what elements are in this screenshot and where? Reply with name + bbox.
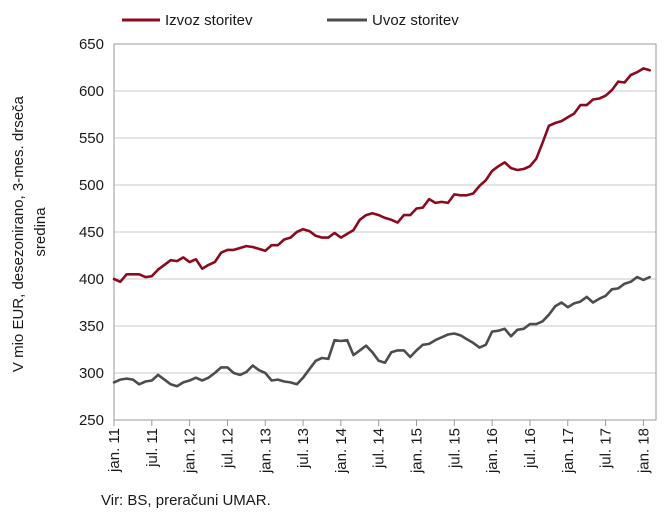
- legend-label-izvoz: Izvoz storitev: [165, 12, 253, 29]
- x-tick-label: jan. 15: [409, 428, 426, 474]
- x-tick-label: jul. 16: [522, 428, 539, 469]
- x-tick-label: jul. 12: [219, 428, 236, 469]
- x-tick-label: jan. 16: [484, 428, 501, 474]
- x-tick-label: jan. 13: [257, 428, 274, 474]
- x-tick-label: jan. 12: [182, 428, 199, 474]
- y-tick-label: 650: [79, 36, 104, 53]
- x-tick-label: jul. 14: [371, 428, 388, 469]
- x-tick-label: jul. 13: [295, 428, 312, 469]
- x-axis-ticks: jan. 11 jul. 11 jan. 12 jul. 12 jan. 13 jul. …: [106, 420, 652, 474]
- y-tick-label: 500: [79, 177, 104, 194]
- x-tick-label: jan. 17: [560, 428, 577, 474]
- series-lines: [112, 67, 652, 388]
- y-tick-label: 550: [79, 130, 104, 147]
- y-tick-label: 400: [79, 271, 104, 288]
- legend-label-uvoz: Uvoz storitev: [372, 12, 459, 29]
- x-tick-label: jul. 17: [598, 428, 615, 469]
- y-tick-label: 600: [79, 83, 104, 100]
- y-axis-ticks: 250 300 350 400 450 500 550 600 650: [79, 36, 104, 429]
- y-tick-label: 350: [79, 318, 104, 335]
- x-tick-label: jul. 15: [446, 428, 463, 469]
- y-axis-title-line-1: V mio EUR, desezonirano, 3-mes. drseča: [10, 95, 27, 372]
- y-axis-title-line-2: sredina: [32, 207, 49, 257]
- source-note: Vir: BS, preračuni UMAR.: [101, 492, 271, 509]
- x-tick-label: jan. 11: [106, 428, 123, 473]
- legend: Izvoz storitev Uvoz storitev: [122, 12, 459, 29]
- y-tick-label: 250: [79, 412, 104, 429]
- x-tick-label: jul. 11: [144, 428, 161, 468]
- y-axis-title: V mio EUR, desezonirano, 3-mes. drseča s…: [10, 92, 49, 372]
- x-tick-label: jan. 18: [635, 428, 652, 474]
- series-line-uvoz-storitev: [112, 275, 652, 388]
- x-tick-label: jan. 14: [333, 428, 350, 474]
- series-line-izvoz-storitev: [112, 67, 652, 284]
- plot-frame: [113, 43, 657, 421]
- y-tick-label: 300: [79, 365, 104, 382]
- y-tick-label: 450: [79, 224, 104, 241]
